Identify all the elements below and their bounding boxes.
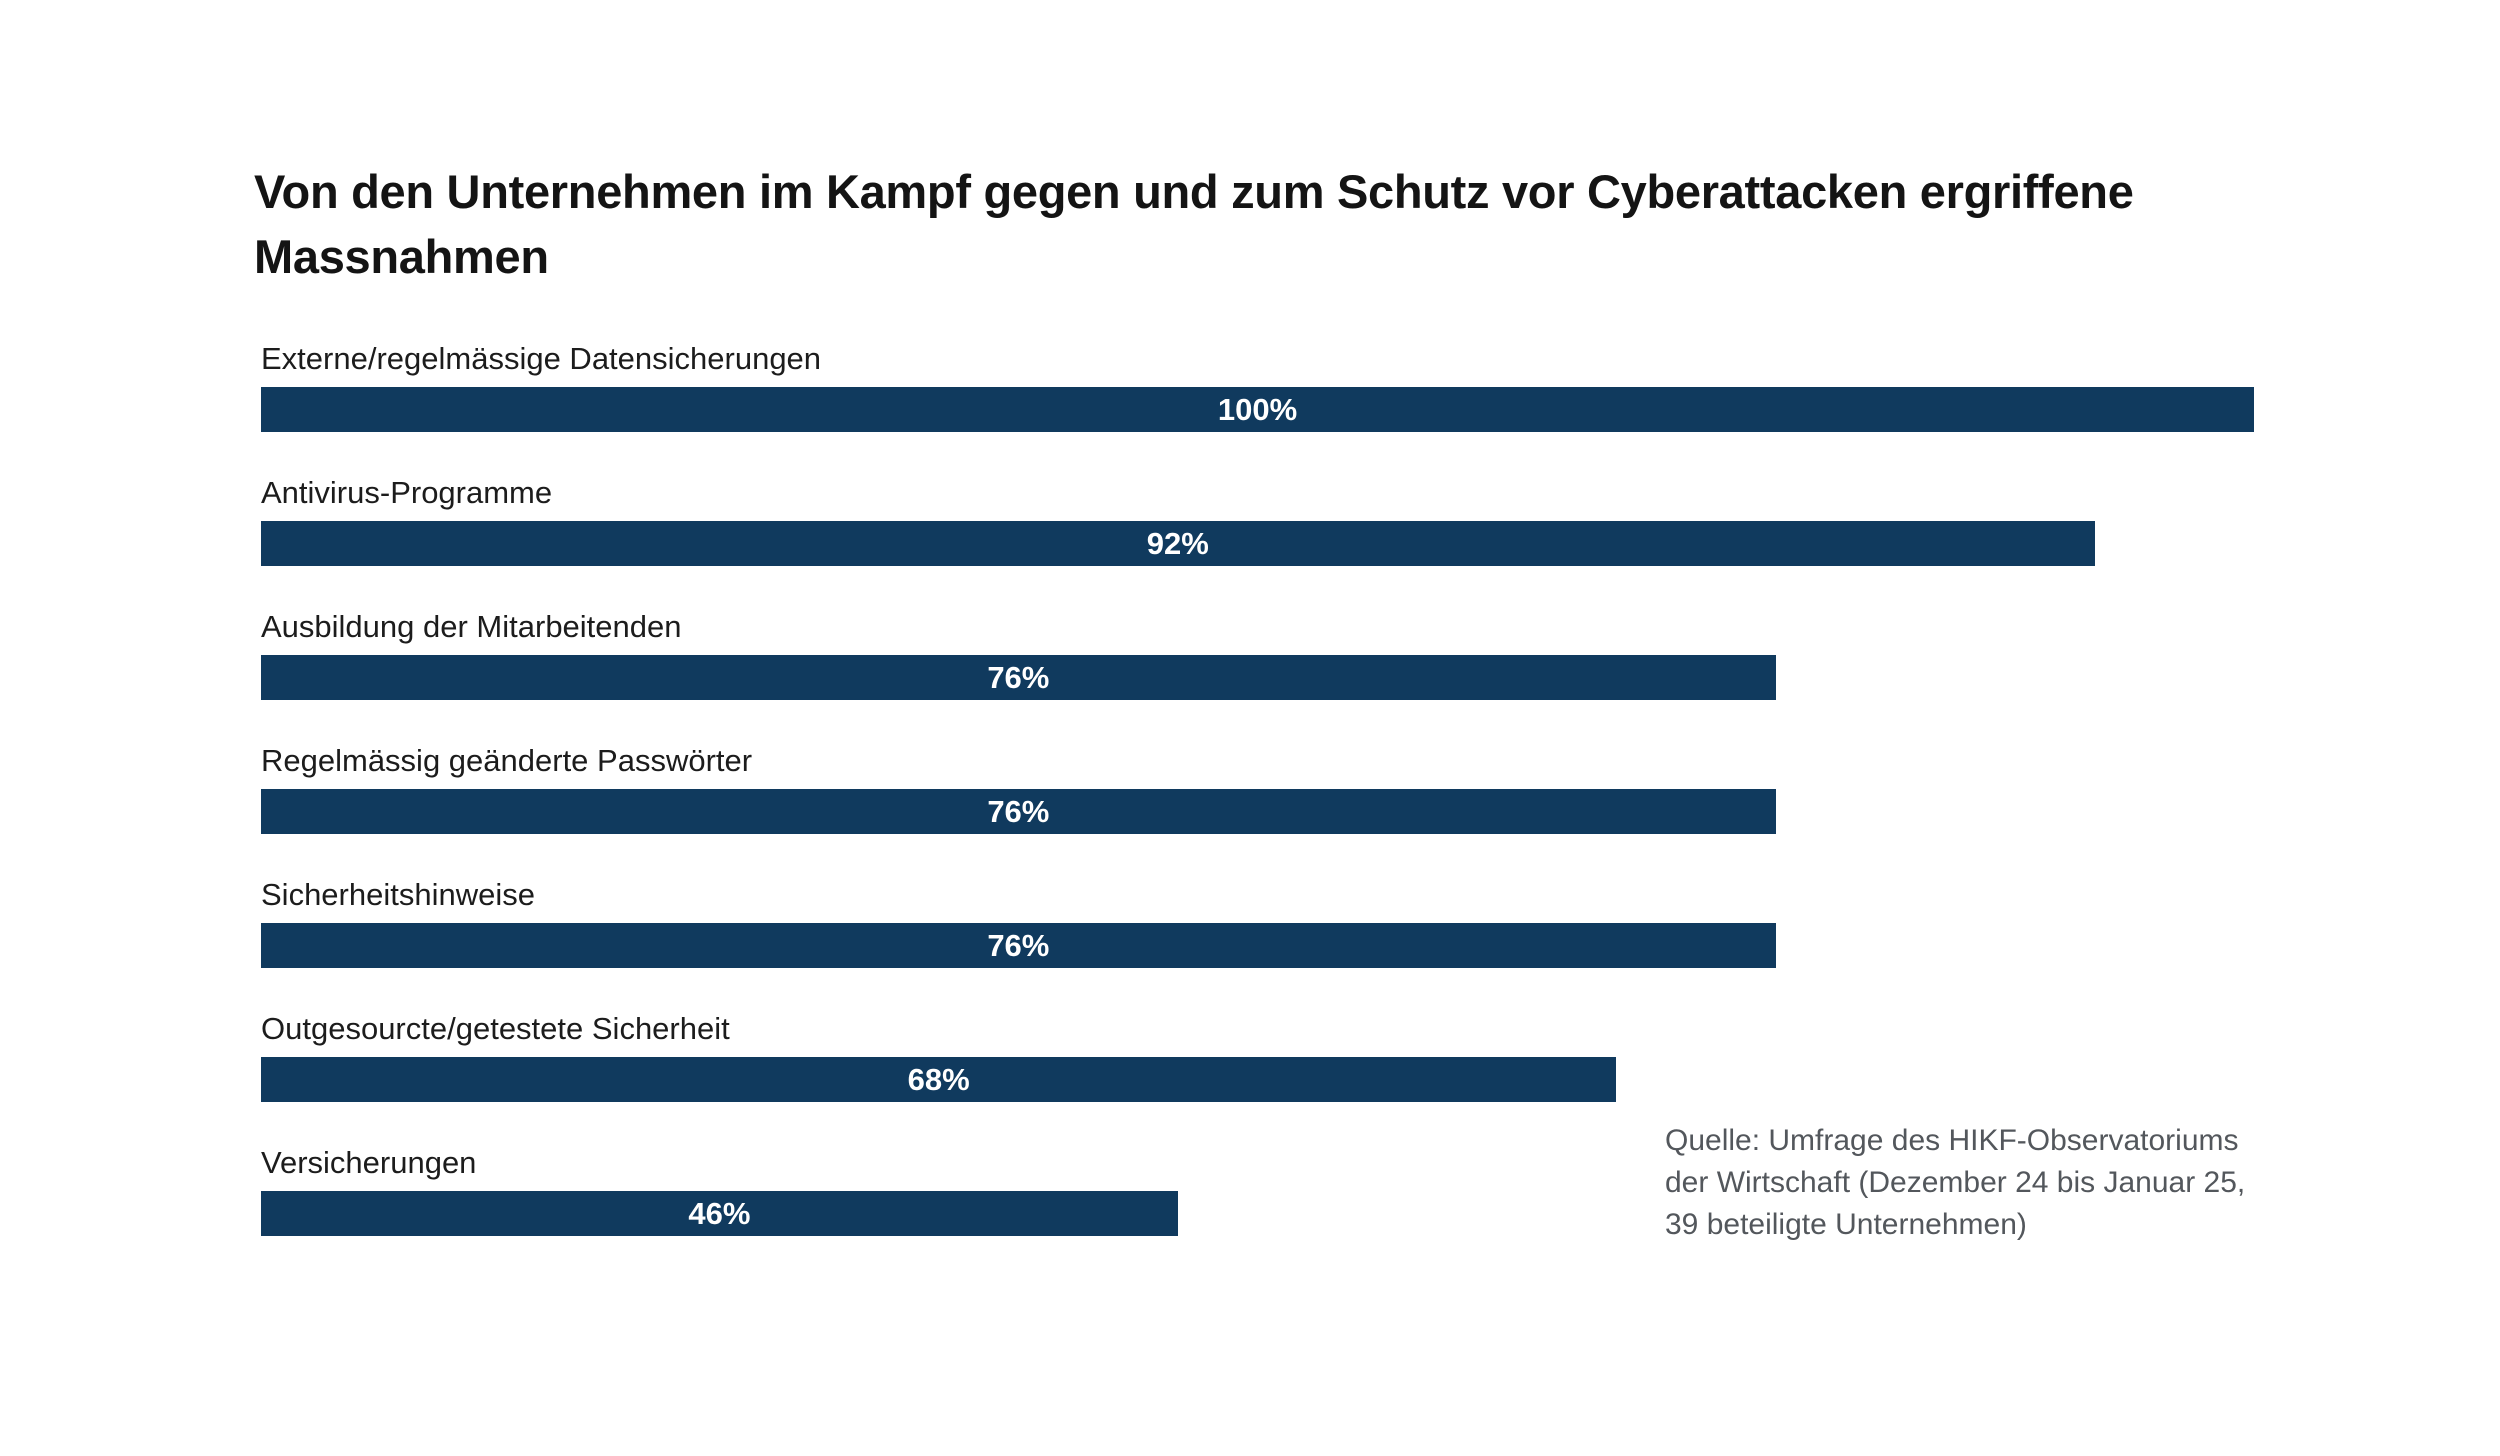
bar-track: 92% xyxy=(261,521,2254,566)
bar-row: Externe/regelmässige Datensicherungen 10… xyxy=(261,340,2254,432)
bar-row: Outgesourcte/getestete Sicherheit 68% xyxy=(261,1010,2254,1102)
bar-chart: Externe/regelmässige Datensicherungen 10… xyxy=(261,340,2254,1278)
bar: 76% xyxy=(261,655,1776,700)
bar-row: Sicherheitshinweise 76% xyxy=(261,876,2254,968)
bar: 68% xyxy=(261,1057,1617,1102)
bar-label: Sicherheitshinweise xyxy=(261,877,535,912)
bar-label: Externe/regelmässige Datensicherungen xyxy=(261,341,822,376)
bar-value-label: 68% xyxy=(907,1062,970,1097)
bar-label: Ausbildung der Mitarbeitenden xyxy=(261,609,682,644)
source-note-line: der Wirtschaft (Dezember 24 bis Januar 2… xyxy=(1665,1166,2246,1199)
bar-track: 100% xyxy=(261,387,2254,432)
bar-value-label: 76% xyxy=(987,660,1050,695)
bar-value-label: 46% xyxy=(688,1196,751,1231)
source-note: Quelle: Umfrage des HIKF-Observatoriums … xyxy=(1665,1120,2245,1246)
bar-value-label: 76% xyxy=(987,794,1050,829)
bar-row: Regelmässig geänderte Passwörter 76% xyxy=(261,742,2254,834)
bar: 100% xyxy=(261,387,2254,432)
bar: 76% xyxy=(261,789,1776,834)
bar: 92% xyxy=(261,521,2095,566)
bar-track: 68% xyxy=(261,1057,2254,1102)
bar-track: 76% xyxy=(261,655,2254,700)
source-note-line: 39 beteiligte Unternehmen) xyxy=(1665,1208,2027,1241)
bar-value-label: 76% xyxy=(987,928,1050,963)
bar-track: 46% xyxy=(261,1191,2254,1236)
bar-track: 76% xyxy=(261,789,2254,834)
bar-row: Versicherungen 46% xyxy=(261,1144,2254,1236)
bar-label: Regelmässig geänderte Passwörter xyxy=(261,743,753,778)
bar-row: Ausbildung der Mitarbeitenden 76% xyxy=(261,608,2254,700)
bar: 46% xyxy=(261,1191,1178,1236)
bar-value-label: 92% xyxy=(1146,526,1209,561)
bar-label: Versicherungen xyxy=(261,1145,477,1180)
bar-track: 76% xyxy=(261,923,2254,968)
bar: 76% xyxy=(261,923,1776,968)
bar-label: Antivirus-Programme xyxy=(261,475,553,510)
bar-label: Outgesourcte/getestete Sicherheit xyxy=(261,1011,730,1046)
bar-value-label: 100% xyxy=(1217,392,1298,427)
chart-title: Von den Unternehmen im Kampf gegen und z… xyxy=(254,165,2134,284)
source-note-line: Quelle: Umfrage des HIKF-Observatoriums xyxy=(1665,1124,2239,1157)
bar-row: Antivirus-Programme 92% xyxy=(261,474,2254,566)
